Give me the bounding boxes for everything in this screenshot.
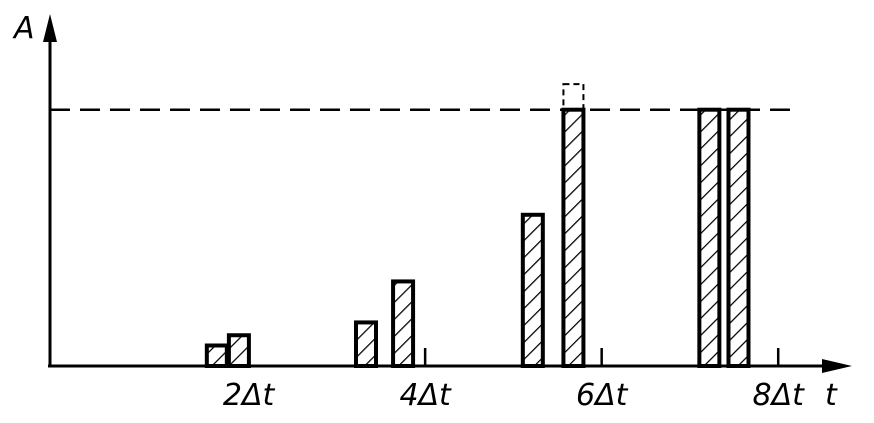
x-tick-label-4: 8Δt [753,378,806,413]
bar-5 [520,212,545,368]
bar-6 [561,107,586,368]
y-axis-label: A [12,11,35,46]
x-axis-label: t [825,378,838,413]
bar-6-excess [562,83,585,111]
y-axis-arrow-icon [43,14,57,42]
bar-3 [354,320,378,368]
x-axis-arrow-icon [822,359,852,373]
x-tick-label-3: 6Δt [576,378,629,413]
x-tick-label-2: 4Δt [399,378,452,413]
bar-1 [204,343,229,369]
bar-7 [697,107,722,368]
bar-8 [726,107,751,368]
bar-4 [391,279,416,368]
x-tick-label-1: 2Δt [223,378,276,413]
bar-2 [226,333,251,369]
